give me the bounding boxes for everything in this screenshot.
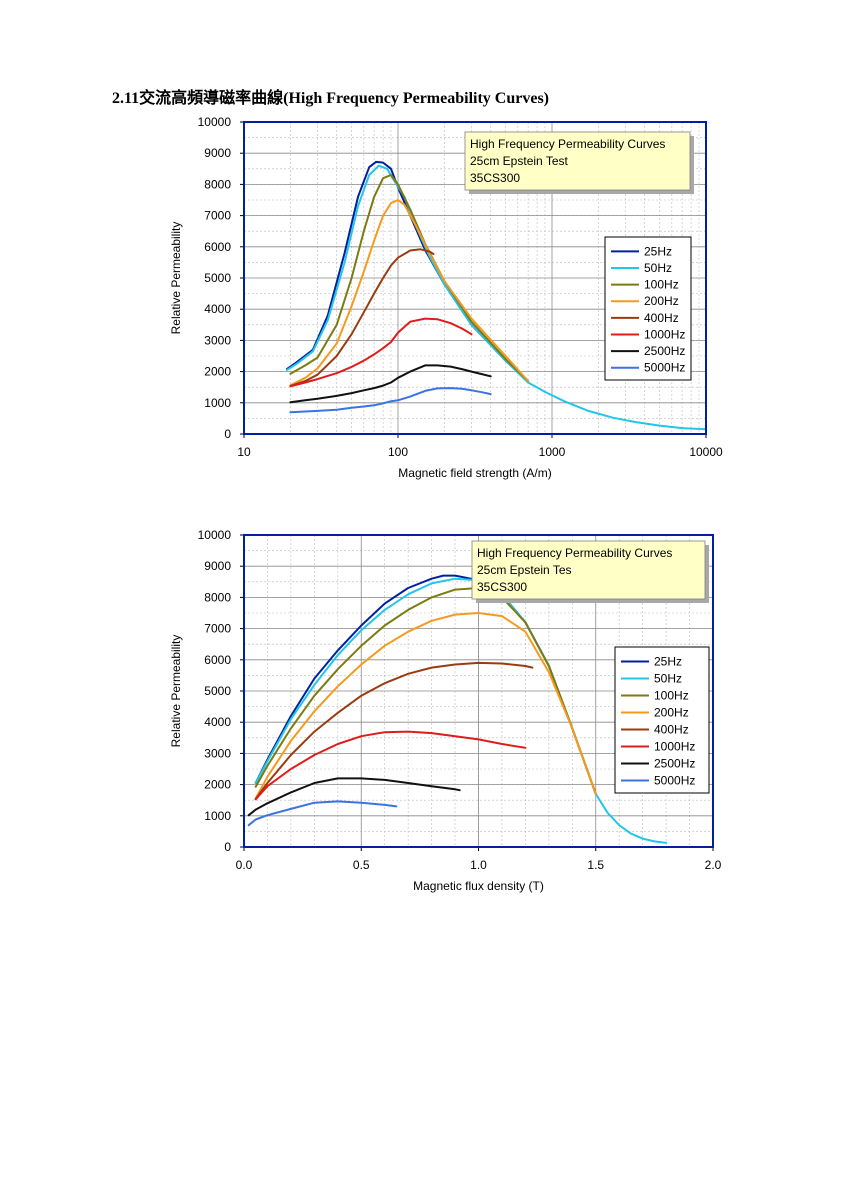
y-tick-label: 10000 (198, 528, 232, 542)
flux-density-chart: 0 1000 2000 3000 4000 5000 6000 7000 8000 9000 100… (169, 528, 722, 893)
x-tick-label: 1.5 (587, 858, 604, 872)
series-line-1000hz (289, 317, 473, 388)
note-line: High Frequency Permeability Curves (477, 546, 672, 560)
y-tick-label: 6000 (204, 240, 231, 254)
y-axis-title: Relative Permeability (169, 635, 183, 748)
y-tick-label: 2000 (204, 365, 231, 379)
legend-entry: 5000Hz (654, 774, 695, 788)
legend-entry: 200Hz (654, 706, 689, 720)
legend-entry: 400Hz (644, 311, 679, 325)
note-line: High Frequency Permeability Curves (470, 137, 665, 151)
y-tick-label: 5000 (204, 684, 231, 698)
plot-frame (243, 534, 714, 848)
y-tick-label: 8000 (204, 590, 231, 604)
note-line: 35CS300 (470, 171, 520, 185)
legend-entry: 100Hz (654, 689, 689, 703)
y-tick-label: 0 (224, 840, 231, 854)
legend-entry: 2500Hz (644, 344, 685, 358)
y-tick-label: 6000 (204, 653, 231, 667)
x-tick-label: 0.5 (353, 858, 370, 872)
legend-entry: 5000Hz (644, 361, 685, 375)
y-tick-label: 5000 (204, 271, 231, 285)
x-axis-title: Magnetic flux density (T) (413, 879, 544, 893)
series-line-2500hz (289, 364, 492, 404)
y-tick-label: 7000 (204, 209, 231, 223)
series-line-50hz (285, 164, 707, 431)
x-tick-label: 0.0 (236, 858, 253, 872)
page-heading: 2.11交流高頻導磁率曲線(High Frequency Permeabilit… (112, 90, 550, 107)
x-tick-label: 100 (388, 445, 408, 459)
y-tick-label: 0 (224, 427, 231, 441)
note-box (464, 131, 691, 191)
y-tick-label: 9000 (204, 559, 231, 573)
y-tick-label: 9000 (204, 146, 231, 160)
y-tick-label: 10000 (198, 115, 232, 129)
series-line-5000hz (247, 800, 398, 827)
series-lines (285, 160, 707, 431)
legend-entry: 50Hz (654, 672, 682, 686)
note-line: 35CS300 (477, 580, 527, 594)
series-line-5000hz (289, 387, 492, 414)
legend-entry: 1000Hz (644, 327, 685, 341)
x-axis-title: Magnetic field strength (A/m) (398, 466, 551, 480)
legend-box (614, 646, 710, 794)
note-line: 25cm Epstein Test (470, 154, 568, 168)
note-line: 25cm Epstein Tes (477, 563, 572, 577)
legend-entry: 2500Hz (654, 757, 695, 771)
series-line-1000hz (254, 730, 527, 801)
legend-entry: 25Hz (654, 655, 682, 669)
plot-frame (243, 121, 707, 435)
y-tick-label: 4000 (204, 302, 231, 316)
series-line-200hz (289, 199, 530, 387)
legend-entry: 25Hz (644, 244, 672, 258)
legend-entry: 200Hz (644, 294, 679, 308)
x-tick-label: 1000 (539, 445, 566, 459)
legend-entry: 100Hz (644, 278, 679, 292)
y-tick-label: 2000 (204, 778, 231, 792)
field-strength-chart: 0 1000 2000 3000 4000 5000 6000 7000 8000 9000 100… (169, 115, 723, 480)
series-line-2500hz (247, 777, 461, 817)
x-tick-label: 1.0 (470, 858, 487, 872)
x-tick-label: 2.0 (705, 858, 722, 872)
x-tick-label: 10000 (689, 445, 723, 459)
series-line-200hz (254, 612, 597, 800)
series-line-100hz (254, 587, 597, 795)
y-tick-label: 4000 (204, 715, 231, 729)
y-tick-label: 3000 (204, 746, 231, 760)
y-tick-label: 8000 (204, 177, 231, 191)
legend-entry: 400Hz (654, 723, 689, 737)
legend-box (604, 236, 692, 381)
x-tick-label: 10 (237, 445, 251, 459)
series-line-400hz (254, 661, 534, 800)
y-tick-label: 3000 (204, 333, 231, 347)
legend-entry: 50Hz (644, 261, 672, 275)
y-axis-title: Relative Permeability (169, 222, 183, 335)
y-tick-label: 1000 (204, 396, 231, 410)
legend-entry: 1000Hz (654, 740, 695, 754)
y-tick-label: 1000 (204, 809, 231, 823)
note-box (471, 540, 706, 600)
series-line-400hz (289, 248, 435, 387)
y-tick-label: 7000 (204, 622, 231, 636)
